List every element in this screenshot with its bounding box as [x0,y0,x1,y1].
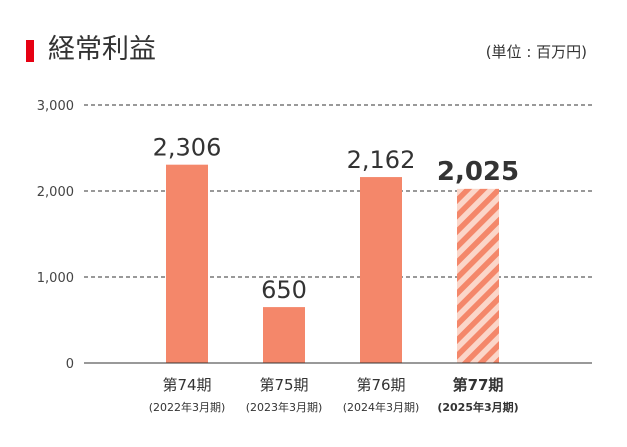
y-tick-label: 0 [66,357,74,372]
bars [166,164,499,363]
period-label: (2022年3月期) [149,400,226,414]
bar-第74期 [166,164,208,363]
category-label: 第75期 [259,376,308,394]
value-labels: 2,306 650 2,162 2,025 [153,134,519,304]
value-label: 2,025 [437,157,519,187]
value-label: 650 [261,276,307,304]
y-tick-label: 1,000 [37,271,74,286]
unit-label: (単位 : 百万円) [485,43,587,61]
x-axis-labels: 第74期 (2022年3月期) 第75期 (2023年3月期) 第76期 (2024年3月… [149,376,519,414]
period-label: (2025年3月期) [437,400,518,414]
value-label: 2,162 [347,146,416,174]
y-axis-tick-labels: 0 1,000 2,000 3,000 [37,99,74,372]
bar-第77期 [457,188,499,363]
category-label: 第74期 [162,376,211,394]
period-label: (2024年3月期) [343,400,420,414]
bar-第76期 [360,177,402,363]
y-tick-label: 2,000 [37,185,74,200]
category-label: 第76期 [356,376,405,394]
category-label: 第77期 [453,376,504,394]
chart-title: 経常利益 [48,34,156,65]
y-tick-label: 3,000 [37,99,74,114]
bar-第75期 [263,307,305,363]
gridlines [84,104,592,278]
value-label: 2,306 [153,134,222,162]
title-accent-marker [26,40,34,62]
period-label: (2023年3月期) [246,400,323,414]
